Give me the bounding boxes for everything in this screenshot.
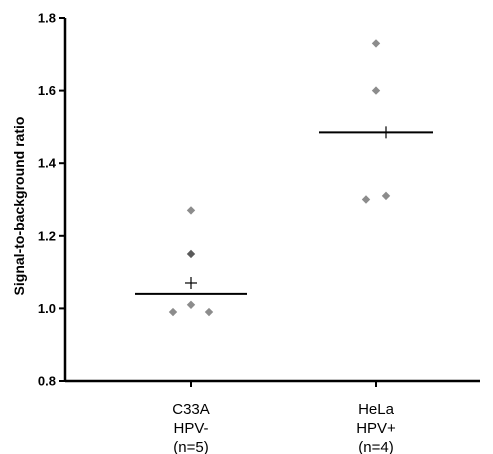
data-point bbox=[371, 39, 381, 48]
y-tick-label: 0.8 bbox=[38, 374, 56, 389]
category-label: C33A bbox=[172, 401, 210, 418]
category-label: HPV- bbox=[173, 420, 208, 437]
category-label: HeLa bbox=[358, 401, 395, 418]
y-tick-label: 1.8 bbox=[38, 11, 56, 26]
data-point bbox=[371, 86, 381, 95]
y-axis-label: Signal-to-background ratio bbox=[11, 117, 27, 296]
category-label: (n=4) bbox=[358, 439, 393, 454]
y-tick-label: 1.2 bbox=[38, 228, 56, 243]
category-label: HPV+ bbox=[356, 420, 396, 437]
y-tick-label: 1.0 bbox=[38, 301, 56, 316]
data-point bbox=[168, 307, 178, 317]
data-point bbox=[204, 307, 214, 317]
category-label: (n=5) bbox=[173, 439, 208, 454]
plot-marks bbox=[135, 39, 433, 317]
data-point bbox=[186, 249, 196, 259]
axes: 0.8 1.0 1.2 1.4 1.6 1.8 C33A HPV- (n=5) HeLa HPV+ (… bbox=[38, 11, 480, 454]
y-tick-label: 1.4 bbox=[38, 156, 57, 171]
data-point bbox=[186, 206, 196, 215]
data-point bbox=[361, 195, 371, 204]
y-tick-label: 1.6 bbox=[38, 83, 56, 98]
data-point bbox=[186, 300, 196, 309]
data-point bbox=[381, 191, 391, 201]
